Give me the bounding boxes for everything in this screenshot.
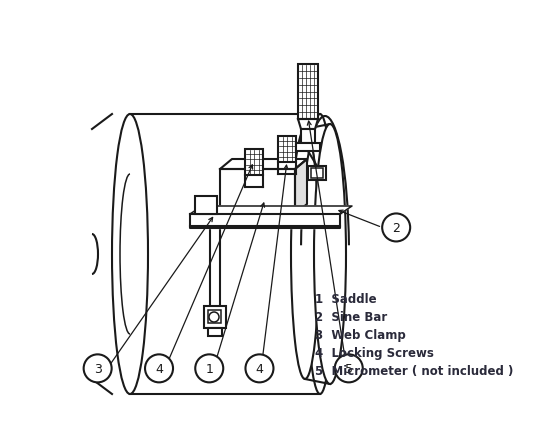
- Text: 4: 4: [155, 362, 163, 375]
- Text: 2  Sine Bar: 2 Sine Bar: [315, 311, 387, 324]
- Bar: [298, 65, 318, 120]
- Text: 1: 1: [205, 362, 213, 375]
- Circle shape: [335, 354, 363, 383]
- Bar: [301, 130, 315, 144]
- Bar: [208, 328, 222, 336]
- Text: 3  Web Clamp: 3 Web Clamp: [315, 329, 406, 342]
- Bar: [296, 144, 320, 152]
- Bar: [245, 150, 263, 176]
- Ellipse shape: [112, 115, 148, 394]
- Polygon shape: [190, 207, 352, 215]
- Bar: [195, 196, 217, 215]
- Bar: [204, 306, 226, 328]
- Polygon shape: [220, 160, 307, 170]
- Ellipse shape: [306, 115, 334, 394]
- Polygon shape: [215, 215, 305, 225]
- Circle shape: [246, 354, 273, 383]
- Polygon shape: [298, 120, 318, 130]
- Text: 5: 5: [345, 362, 353, 375]
- Text: 3: 3: [94, 362, 102, 375]
- Text: 1  Saddle: 1 Saddle: [315, 293, 377, 306]
- Bar: [311, 169, 323, 178]
- Polygon shape: [220, 170, 295, 215]
- Bar: [308, 167, 326, 181]
- Circle shape: [382, 214, 410, 242]
- Bar: [278, 137, 296, 163]
- Text: 5  Micrometer ( not included ): 5 Micrometer ( not included ): [315, 365, 513, 377]
- Polygon shape: [190, 215, 340, 228]
- Polygon shape: [295, 160, 307, 215]
- Circle shape: [195, 354, 223, 383]
- Text: 2: 2: [392, 222, 400, 234]
- Text: 4  Locking Screws: 4 Locking Screws: [315, 347, 434, 360]
- Polygon shape: [305, 207, 315, 225]
- Text: 4: 4: [256, 362, 263, 375]
- Ellipse shape: [291, 130, 319, 379]
- Bar: [208, 310, 221, 323]
- Ellipse shape: [314, 125, 346, 384]
- Circle shape: [209, 312, 219, 322]
- Circle shape: [145, 354, 173, 383]
- Circle shape: [84, 354, 112, 383]
